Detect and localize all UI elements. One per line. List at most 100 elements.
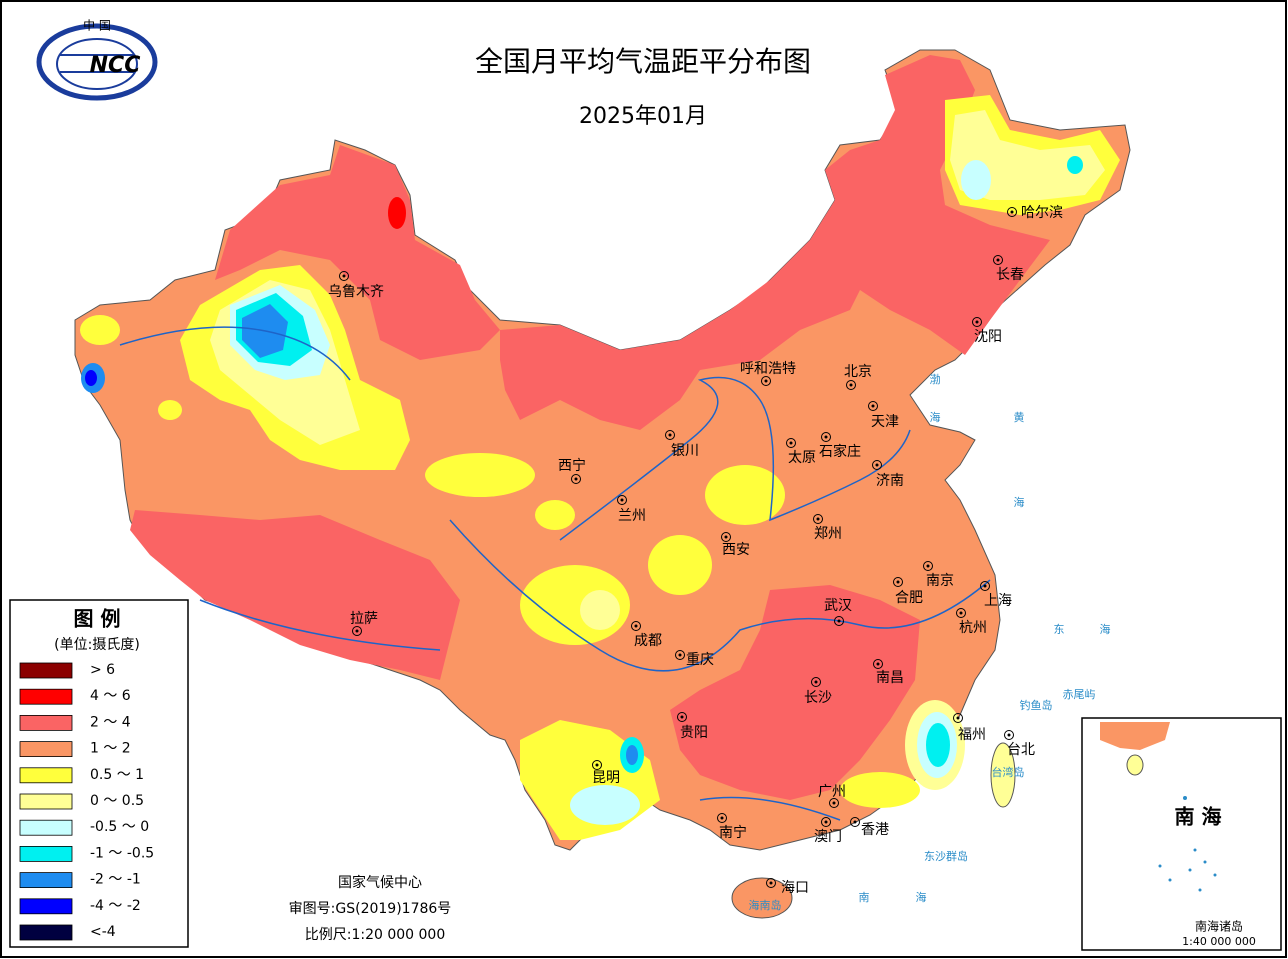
zone: [626, 745, 638, 765]
city-dot: [956, 608, 966, 618]
city-dot-center: [849, 383, 853, 387]
legend-swatch: [19, 898, 73, 915]
footer-scale: 比例尺:1:20 000 000: [305, 927, 446, 943]
legend-box: [9, 599, 189, 948]
city-dot-center: [789, 441, 793, 445]
zone: [215, 145, 500, 360]
inset: 南 海 南海诸岛 1:40 000 000: [1081, 717, 1282, 951]
city-dot: [786, 438, 796, 448]
legend-swatch: [19, 715, 73, 731]
city-dot-center: [853, 820, 857, 824]
zone: [80, 315, 120, 345]
city-dot: [1007, 207, 1017, 217]
city-dot-center: [764, 379, 768, 383]
city-dot-center: [816, 517, 820, 521]
city-label: 南昌: [876, 670, 904, 686]
place-label: 海: [916, 890, 927, 904]
city-dot: [923, 561, 933, 571]
city-label: 兰州: [618, 508, 646, 524]
legend-unit: (单位:摄氏度): [54, 637, 140, 653]
footer-approval: 审图号:GS(2019)1786号: [289, 901, 452, 917]
city-dot-center: [634, 624, 638, 628]
inset-scale: 1:40 000 000: [1182, 935, 1256, 948]
city-label: 成都: [634, 633, 662, 649]
city-label: 武汉: [824, 598, 852, 614]
zone: [1067, 156, 1083, 174]
place-label: 海: [930, 410, 941, 424]
inset-title: 南海诸岛: [1195, 919, 1243, 934]
place-label: 海: [1100, 622, 1111, 636]
city-label: 海口: [781, 880, 809, 896]
city-dot-center: [680, 715, 684, 719]
logo-top: 中 国: [83, 18, 111, 33]
zone: [580, 590, 620, 630]
city-dot-center: [724, 535, 728, 539]
city-dot: [675, 650, 685, 660]
zone: [570, 785, 640, 825]
city-dot-center: [956, 716, 960, 720]
city-dot: [821, 432, 831, 442]
city-label: 银川: [671, 443, 699, 459]
rivers: [119, 326, 991, 821]
legend: 图 例 (单位:摄氏度) > 6 4 ～ 6 2 ～ 4 1 ～ 2 0.5 ～ 1 0 …: [9, 599, 189, 948]
city-dot-center: [678, 653, 682, 657]
city-label: 台北: [1007, 742, 1035, 758]
city-label: 广州: [818, 784, 846, 800]
city-dot-center: [814, 680, 818, 684]
city-label: 重庆: [686, 652, 714, 668]
city-dot-center: [896, 580, 900, 584]
logo: 中 国 NCC: [36, 18, 158, 101]
city-dot: [352, 626, 362, 636]
city-label: 合肥: [895, 590, 923, 606]
city-label: 西安: [722, 542, 750, 558]
legend-label: 0.5 ～ 1: [90, 767, 144, 783]
city-dot-center: [983, 584, 987, 588]
legend-label: 4 ～ 6: [90, 688, 131, 704]
city-dot: [761, 376, 771, 386]
city-label: 呼和浩特: [740, 361, 796, 377]
city-label: 乌鲁木齐: [328, 284, 384, 300]
city-dot: [339, 271, 349, 281]
place-label: 赤尾屿: [1063, 688, 1096, 701]
city-dot-center: [595, 763, 599, 767]
title: 全国月平均气温距平分布图: [475, 45, 811, 78]
city-dot: [1004, 730, 1014, 740]
subtitle: 2025年01月: [579, 104, 707, 129]
city-label: 上海: [984, 593, 1012, 609]
city-dot: [766, 878, 776, 888]
city-label: 福州: [958, 727, 986, 743]
city-dot: [980, 581, 990, 591]
city-label: 昆明: [592, 770, 620, 786]
legend-swatch: [19, 846, 73, 862]
hainan: [731, 877, 793, 919]
place-label: 东: [1054, 623, 1065, 636]
zone: [425, 453, 535, 497]
zone: [535, 500, 575, 530]
city-dot: [993, 255, 1003, 265]
city-dot-center: [720, 816, 724, 820]
zone: [705, 465, 785, 525]
legend-swatch: [19, 688, 73, 705]
city-dot: [665, 430, 675, 440]
legend-label: 0 ～ 0.5: [90, 793, 144, 809]
zone: [961, 160, 991, 200]
place-label: 台湾岛: [992, 765, 1025, 779]
city-dot-center: [837, 619, 841, 623]
city-dot: [813, 514, 823, 524]
city-dot-center: [876, 662, 880, 666]
city-label: 北京: [844, 364, 872, 380]
city-dot-center: [832, 801, 836, 805]
zone: [670, 585, 920, 800]
city-label: 贵阳: [680, 725, 708, 741]
city-dot: [677, 712, 687, 722]
place-label: 钓鱼岛: [1020, 698, 1053, 712]
footer-org: 国家气候中心: [338, 874, 422, 891]
zone: [158, 400, 182, 420]
city-dot-center: [1010, 210, 1014, 214]
city-dot-center: [769, 881, 773, 885]
city-dot-center: [668, 433, 672, 437]
zone: [388, 197, 406, 229]
logo-text: NCC: [90, 53, 141, 78]
taiwan: [990, 742, 1016, 808]
city-dot: [571, 474, 581, 484]
